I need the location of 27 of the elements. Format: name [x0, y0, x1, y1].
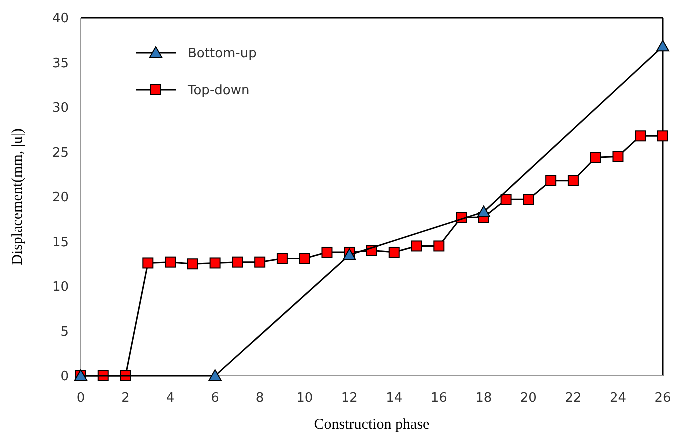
- y-tick-label: 20: [52, 190, 69, 206]
- x-tick-label: 12: [341, 391, 358, 406]
- x-tick-label: 4: [166, 391, 175, 406]
- x-tick-label: 20: [520, 391, 537, 406]
- x-tick-label: 6: [211, 391, 220, 406]
- x-tick-label: 10: [296, 391, 314, 406]
- x-tick-label: 22: [565, 391, 582, 406]
- x-tick-label: 14: [386, 391, 403, 406]
- x-tick-label: 18: [476, 391, 492, 406]
- legend-label: Top-down: [187, 84, 250, 98]
- x-tick-label: 8: [256, 391, 264, 406]
- x-tick-label: 2: [122, 391, 130, 406]
- y-tick-label: 30: [52, 101, 69, 116]
- x-tick-label: 0: [76, 391, 86, 406]
- y-tick-label: 40: [52, 12, 69, 26]
- y-tick-label: 10: [52, 280, 69, 295]
- y-tick-label: 15: [52, 235, 69, 250]
- y-tick-label: 35: [52, 56, 69, 72]
- y-tick-label: 5: [60, 324, 69, 340]
- x-tick-label: 24: [610, 391, 627, 406]
- y-tick-label: 25: [52, 146, 69, 161]
- y-axis-title: Displacement(mm, |u|): [10, 128, 26, 266]
- x-tick-label: 16: [430, 391, 448, 406]
- legend-label: Bottom-up: [188, 46, 257, 62]
- x-axis-title: Construction phase: [314, 417, 430, 433]
- y-tick-label: 0: [60, 370, 69, 384]
- x-tick-label: 26: [654, 391, 672, 406]
